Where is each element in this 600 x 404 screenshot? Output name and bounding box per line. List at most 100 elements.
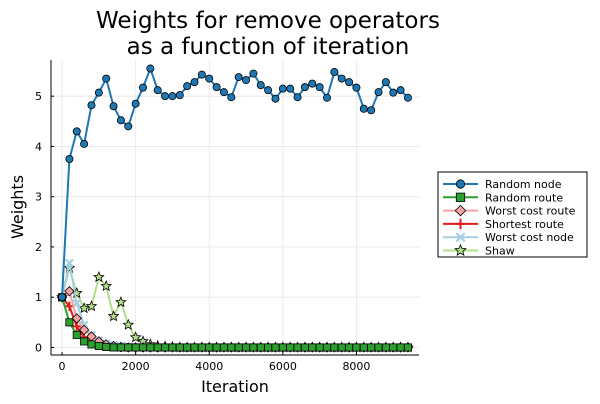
data-point xyxy=(293,93,302,102)
legend-marker xyxy=(455,218,466,230)
legend-item: Worst cost node xyxy=(443,231,574,244)
data-point xyxy=(300,343,309,352)
data-point xyxy=(122,318,135,330)
data-point xyxy=(330,68,339,77)
data-point xyxy=(227,343,236,352)
data-point xyxy=(80,337,89,346)
data-point xyxy=(190,78,199,87)
legend-item: Shaw xyxy=(443,243,515,258)
data-point xyxy=(205,343,214,352)
data-point xyxy=(300,83,309,92)
data-point xyxy=(116,116,125,125)
data-point xyxy=(197,70,206,79)
data-point xyxy=(234,73,243,82)
data-point xyxy=(102,74,111,83)
data-point xyxy=(396,343,405,352)
data-point xyxy=(315,83,324,92)
data-point xyxy=(129,331,142,343)
y-tick-label: 0 xyxy=(35,341,42,354)
data-point xyxy=(138,343,147,352)
data-point xyxy=(87,340,96,349)
data-point xyxy=(138,83,147,92)
data-point xyxy=(175,343,184,352)
legend-label: Shortest route xyxy=(485,218,564,231)
data-point xyxy=(271,94,280,103)
legend-label: Random node xyxy=(485,178,562,191)
data-point xyxy=(131,343,140,352)
legend-item: Random route xyxy=(443,191,563,204)
data-point xyxy=(109,102,118,111)
data-point xyxy=(212,83,221,92)
data-point xyxy=(389,343,398,352)
y-tick-label: 2 xyxy=(35,241,42,254)
grid-lines xyxy=(51,60,419,355)
x-tick-label: 6000 xyxy=(269,360,297,373)
data-point xyxy=(161,92,170,101)
tick-labels: 0 2000 4000 6000 8000 0 1 2 3 4 5 xyxy=(35,90,370,373)
data-point xyxy=(286,84,295,93)
data-point xyxy=(345,78,354,87)
data-point xyxy=(352,83,361,92)
data-point xyxy=(293,343,302,352)
data-point xyxy=(242,76,251,85)
legend-marker xyxy=(454,204,467,217)
data-point xyxy=(345,343,354,352)
data-point xyxy=(374,88,383,97)
data-point xyxy=(153,343,162,352)
data-point xyxy=(58,293,67,302)
legend-item: Worst cost route xyxy=(443,205,576,218)
legend-item: Random node xyxy=(443,178,562,191)
data-point xyxy=(87,101,96,110)
y-tick-label: 1 xyxy=(35,291,42,304)
data-point xyxy=(337,343,346,352)
data-point xyxy=(249,343,258,352)
data-point xyxy=(278,343,287,352)
data-point xyxy=(403,343,412,352)
data-point xyxy=(131,99,140,108)
data-point xyxy=(65,155,74,164)
legend-marker xyxy=(454,243,467,256)
data-point xyxy=(168,92,177,101)
legend-label: Shaw xyxy=(485,245,515,258)
data-point xyxy=(315,343,324,352)
data-point xyxy=(389,88,398,97)
data-point xyxy=(234,343,243,352)
data-point xyxy=(197,343,206,352)
data-point xyxy=(168,343,177,352)
x-tick-label: 0 xyxy=(59,360,66,373)
data-point xyxy=(80,139,89,148)
legend-label: Worst cost node xyxy=(485,231,574,244)
data-point xyxy=(256,343,265,352)
data-point xyxy=(381,343,390,352)
legend-item: Shortest route xyxy=(443,218,564,231)
data-point xyxy=(78,324,90,336)
data-point xyxy=(337,74,346,83)
data-point xyxy=(190,343,199,352)
data-point xyxy=(308,79,317,88)
data-point xyxy=(403,93,412,102)
data-point xyxy=(286,343,295,352)
data-point xyxy=(175,91,184,100)
data-point xyxy=(308,343,317,352)
y-axis-label: Weights xyxy=(8,175,27,239)
data-point xyxy=(278,84,287,93)
axes xyxy=(50,60,419,356)
data-point xyxy=(396,86,405,95)
data-point xyxy=(92,270,105,283)
data-point xyxy=(330,343,339,352)
data-point xyxy=(367,106,376,115)
x-tick-label: 4000 xyxy=(195,360,223,373)
legend-label: Random route xyxy=(485,191,563,204)
data-point xyxy=(359,104,368,113)
data-point xyxy=(249,69,258,78)
data-point xyxy=(374,343,383,352)
chart-title-line-1: Weights for remove operators xyxy=(96,8,440,34)
data-point xyxy=(85,300,98,312)
data-point xyxy=(146,64,155,73)
data-point xyxy=(381,78,390,87)
data-point xyxy=(161,343,170,352)
data-point xyxy=(367,343,376,352)
